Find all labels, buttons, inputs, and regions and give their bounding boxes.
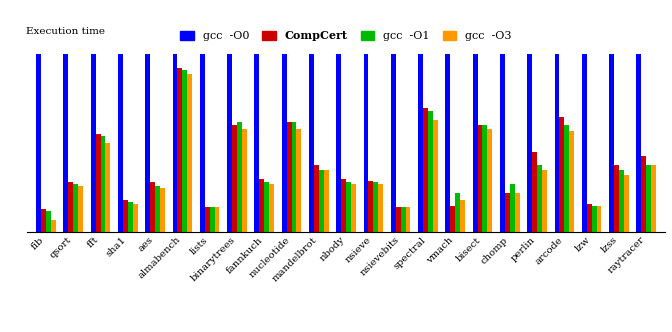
Bar: [324, 170, 329, 232]
Bar: [91, 54, 95, 232]
Bar: [41, 209, 46, 232]
Legend: gcc  -O0, CompCert, gcc  -O1, gcc  -O3: gcc -O0, CompCert, gcc -O1, gcc -O3: [180, 30, 512, 41]
Bar: [155, 186, 160, 232]
Bar: [564, 125, 569, 232]
Bar: [472, 54, 478, 232]
Bar: [118, 54, 123, 232]
Bar: [401, 208, 406, 232]
Bar: [418, 54, 423, 232]
Bar: [641, 156, 646, 232]
Bar: [450, 206, 455, 232]
Bar: [646, 165, 651, 232]
Bar: [123, 200, 128, 232]
Bar: [46, 211, 51, 232]
Bar: [614, 165, 619, 232]
Bar: [423, 108, 428, 232]
Bar: [446, 54, 450, 232]
Bar: [364, 54, 368, 232]
Bar: [237, 122, 242, 232]
Bar: [296, 129, 301, 232]
Bar: [528, 54, 532, 232]
Bar: [346, 183, 351, 232]
Bar: [145, 54, 151, 232]
Bar: [309, 54, 314, 232]
Bar: [63, 54, 69, 232]
Bar: [542, 170, 547, 232]
Bar: [259, 179, 264, 232]
Bar: [314, 165, 319, 232]
Bar: [242, 129, 247, 232]
Bar: [255, 54, 259, 232]
Bar: [351, 184, 356, 232]
Bar: [133, 204, 138, 232]
Bar: [214, 208, 220, 232]
Bar: [227, 54, 232, 232]
Bar: [205, 208, 210, 232]
Bar: [73, 184, 78, 232]
Bar: [69, 183, 73, 232]
Bar: [341, 179, 346, 232]
Bar: [319, 170, 324, 232]
Bar: [374, 183, 378, 232]
Bar: [460, 200, 465, 232]
Bar: [368, 181, 374, 232]
Bar: [455, 193, 460, 232]
Bar: [78, 186, 83, 232]
Bar: [433, 120, 437, 232]
Bar: [101, 136, 106, 232]
Bar: [106, 143, 110, 232]
Bar: [336, 54, 341, 232]
Bar: [232, 125, 237, 232]
Bar: [292, 122, 296, 232]
Bar: [587, 204, 591, 232]
Bar: [482, 125, 487, 232]
Bar: [200, 54, 205, 232]
Bar: [406, 208, 411, 232]
Text: Execution time: Execution time: [26, 27, 106, 36]
Bar: [378, 184, 383, 232]
Bar: [269, 184, 274, 232]
Bar: [264, 183, 269, 232]
Bar: [559, 117, 564, 232]
Bar: [582, 54, 587, 232]
Bar: [160, 188, 165, 232]
Bar: [95, 134, 101, 232]
Bar: [187, 74, 192, 232]
Bar: [396, 208, 401, 232]
Bar: [182, 70, 187, 232]
Bar: [515, 193, 519, 232]
Bar: [478, 125, 482, 232]
Bar: [569, 131, 574, 232]
Bar: [651, 165, 656, 232]
Bar: [624, 175, 629, 232]
Bar: [532, 152, 537, 232]
Bar: [173, 54, 177, 232]
Bar: [510, 184, 515, 232]
Bar: [428, 111, 433, 232]
Bar: [597, 206, 601, 232]
Bar: [51, 220, 56, 232]
Bar: [210, 208, 214, 232]
Bar: [286, 122, 292, 232]
Bar: [151, 183, 155, 232]
Bar: [609, 54, 614, 232]
Bar: [177, 68, 182, 232]
Bar: [36, 54, 41, 232]
Bar: [537, 165, 542, 232]
Bar: [500, 54, 505, 232]
Bar: [505, 193, 510, 232]
Bar: [591, 206, 597, 232]
Bar: [487, 129, 493, 232]
Bar: [619, 170, 624, 232]
Bar: [554, 54, 559, 232]
Bar: [391, 54, 396, 232]
Bar: [128, 202, 133, 232]
Bar: [636, 54, 641, 232]
Bar: [282, 54, 286, 232]
